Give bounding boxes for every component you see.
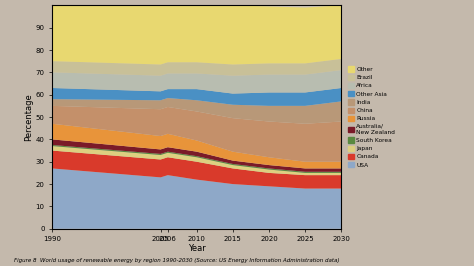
Text: Figure 8  World usage of renewable energy by region 1990-2030 (Source: US Energy: Figure 8 World usage of renewable energy… [14, 258, 340, 263]
X-axis label: Year: Year [188, 244, 206, 253]
Legend: Other, Brazil, Africa, Other Asia, India, China, Russia, Australia/
New Zealand,: Other, Brazil, Africa, Other Asia, India… [347, 65, 396, 169]
Y-axis label: Percentage: Percentage [24, 93, 33, 141]
